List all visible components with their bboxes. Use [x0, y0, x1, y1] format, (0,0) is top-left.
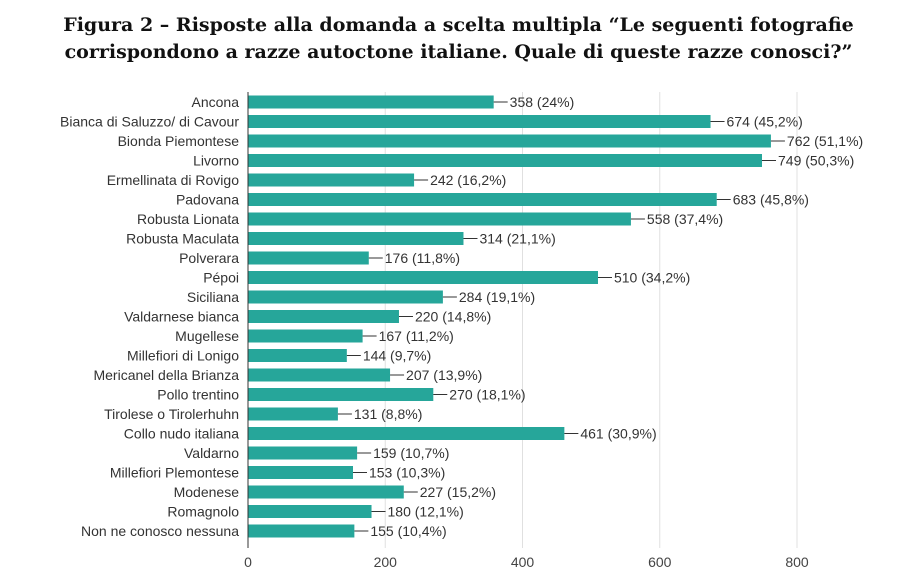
value-label: 284 (19,1%) — [459, 289, 535, 305]
x-tick-label: 800 — [785, 554, 809, 570]
bar — [248, 505, 372, 518]
category-label: Non ne conosco nessuna — [81, 523, 239, 539]
bar — [248, 466, 353, 479]
category-label: Bianca di Saluzzo/ di Cavour — [60, 114, 239, 130]
category-label: Pépoi — [203, 270, 239, 286]
bar — [248, 524, 355, 538]
bar — [248, 290, 443, 304]
value-label: 180 (12,1%) — [388, 504, 464, 520]
bar — [248, 134, 771, 148]
bar — [248, 271, 598, 284]
value-label: 220 (14,8%) — [415, 309, 491, 325]
category-label: Mugellese — [175, 328, 239, 344]
category-label: Ermellinata di Rovigo — [107, 172, 239, 188]
value-label: 314 (21,1%) — [479, 231, 555, 247]
bar — [248, 232, 464, 245]
bar — [248, 193, 717, 206]
bar — [248, 388, 434, 401]
value-label: 155 (10,4%) — [370, 523, 446, 539]
category-label: Romagnolo — [167, 504, 239, 520]
value-labels: 358 (24%) 674 (45,2%) 762 (51,1%) 749 (50,3… — [337, 94, 863, 539]
category-label: Millefiori di Lonigo — [127, 348, 239, 364]
category-label: Padovana — [176, 192, 239, 208]
value-label: 749 (50,3%) — [778, 153, 854, 169]
bar — [248, 349, 347, 362]
category-label: Livorno — [193, 153, 239, 169]
bar — [248, 212, 631, 226]
value-label: 461 (30,9%) — [580, 426, 656, 442]
value-label: 144 (9,7%) — [363, 348, 431, 364]
category-label: Millefiori Plemontese — [110, 465, 239, 481]
category-label: Polverara — [179, 250, 239, 266]
category-label: Collo nudo italiana — [124, 426, 239, 442]
figure-title: Figura 2 – Risposte alla domanda a scelt… — [0, 12, 917, 66]
category-label: Modenese — [174, 484, 240, 500]
value-label: 683 (45,8%) — [733, 192, 809, 208]
value-label: 131 (8,8%) — [354, 406, 422, 422]
bar — [248, 427, 565, 440]
value-label: 242 (16,2%) — [430, 172, 506, 188]
bar — [248, 115, 711, 128]
bar — [248, 173, 415, 187]
x-axis-ticks: 0 200 400 600 800 — [244, 554, 809, 570]
value-label: 358 (24%) — [510, 94, 575, 110]
category-labels: Ancona Bianca di Saluzzo/ di Cavour Bionda… — [60, 94, 239, 539]
bar — [248, 154, 763, 167]
category-label: Pollo trentino — [157, 387, 239, 403]
category-label: Ancona — [192, 94, 240, 110]
bar — [248, 485, 404, 499]
value-label: 510 (34,2%) — [614, 270, 690, 286]
value-label: 167 (11,2%) — [379, 328, 454, 344]
bar — [248, 95, 494, 109]
bar — [248, 310, 399, 323]
category-label: Robusta Maculata — [126, 231, 239, 247]
category-label: Valdarno — [184, 445, 239, 461]
category-label: Robusta Lionata — [137, 211, 239, 227]
value-label: 270 (18,1%) — [449, 387, 525, 403]
x-tick-label: 0 — [244, 554, 252, 570]
value-label: 153 (10,3%) — [369, 465, 445, 481]
value-label: 762 (51,1%) — [787, 133, 863, 149]
value-label: 674 (45,2%) — [727, 114, 803, 130]
value-label: 207 (13,9%) — [406, 367, 482, 383]
value-label: 176 (11,8%) — [385, 250, 460, 266]
bar — [248, 407, 338, 421]
category-label: Bionda Piemontese — [118, 133, 240, 149]
category-label: Mericanel della Brianza — [93, 367, 239, 383]
bar — [248, 368, 391, 382]
bar — [248, 329, 363, 343]
bar — [248, 446, 358, 460]
category-label: Siciliana — [187, 289, 239, 305]
x-tick-label: 200 — [374, 554, 398, 570]
value-label: 227 (15,2%) — [420, 484, 496, 500]
category-label: Tirolese o Tirolerhuhn — [104, 406, 239, 422]
bars — [248, 95, 771, 538]
category-label: Valdarnese bianca — [124, 309, 239, 325]
figure-title-line-2: corrispondono a razze autoctone italiane… — [64, 41, 853, 63]
x-tick-label: 400 — [511, 554, 535, 570]
bar — [248, 251, 369, 265]
value-label: 558 (37,4%) — [647, 211, 723, 227]
figure-title-line-1: Figura 2 – Risposte alla domanda a scelt… — [63, 14, 854, 36]
value-label: 159 (10,7%) — [373, 445, 449, 461]
x-tick-label: 600 — [648, 554, 672, 570]
